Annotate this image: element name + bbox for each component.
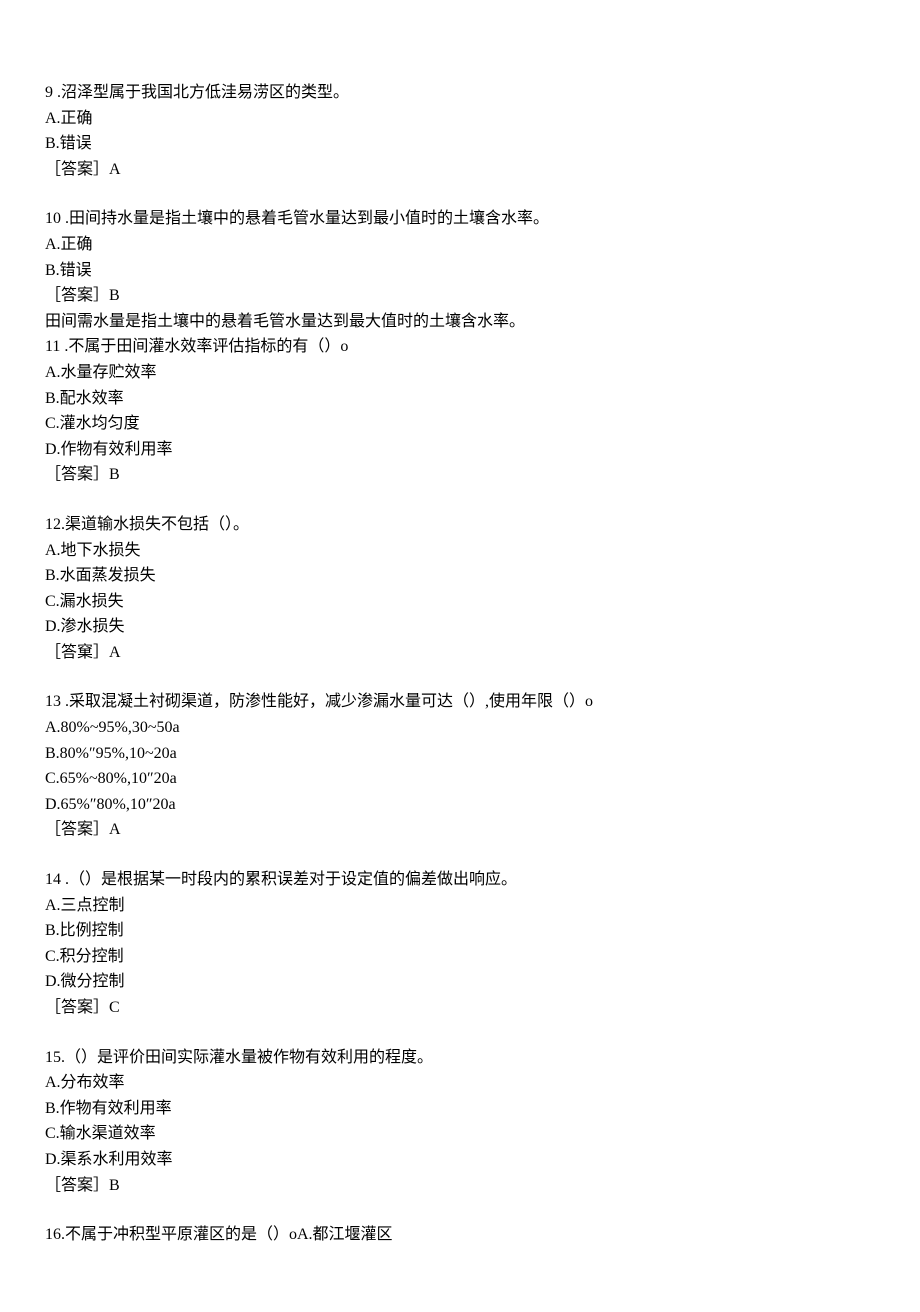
question-prompt: 11 .不属于田间灌水效率评估指标的有（）o xyxy=(45,334,875,360)
question-12: 12.渠道输水损失不包括（）。 A.地下水损失 B.水面蒸发损失 C.漏水损失 … xyxy=(45,512,875,666)
question-prompt: 15.（）是评价田间实际灌水量被作物有效利用的程度。 xyxy=(45,1045,875,1071)
question-option: A.正确 xyxy=(45,106,875,132)
question-prompt: 14 .（）是根据某一时段内的累积误差对于设定值的偏差做出响应。 xyxy=(45,867,875,893)
question-option: A.分布效率 xyxy=(45,1070,875,1096)
question-10: 10 .田间持水量是指土壤中的悬着毛管水量达到最小值时的土壤含水率。 A.正确 … xyxy=(45,206,875,334)
question-option: A.三点控制 xyxy=(45,893,875,919)
question-option: C.65%~80%,10″20a xyxy=(45,766,875,792)
question-11: 11 .不属于田间灌水效率评估指标的有（）o A.水量存贮效率 B.配水效率 C… xyxy=(45,334,875,488)
question-prompt: 9 .沼泽型属于我国北方低洼易涝区的类型。 xyxy=(45,80,875,106)
question-answer: ［答案］B xyxy=(45,462,875,488)
question-answer: ［答窠］A xyxy=(45,640,875,666)
question-answer: ［答案］A xyxy=(45,157,875,183)
question-option: C.输水渠道效率 xyxy=(45,1121,875,1147)
question-option: C.积分控制 xyxy=(45,944,875,970)
question-option: B.配水效率 xyxy=(45,386,875,412)
question-option: A.水量存贮效率 xyxy=(45,360,875,386)
question-option: A.80%~95%,30~50a xyxy=(45,715,875,741)
question-option: B.水面蒸发损失 xyxy=(45,563,875,589)
question-option: D.渠系水利用效率 xyxy=(45,1147,875,1173)
question-option: B.错误 xyxy=(45,258,875,284)
question-option: B.比例控制 xyxy=(45,918,875,944)
question-option: D.65%″80%,10″20a xyxy=(45,792,875,818)
question-14: 14 .（）是根据某一时段内的累积误差对于设定值的偏差做出响应。 A.三点控制 … xyxy=(45,867,875,1021)
question-option: D.微分控制 xyxy=(45,969,875,995)
question-option: B.作物有效利用率 xyxy=(45,1096,875,1122)
question-13: 13 .采取混凝土衬砌渠道，防渗性能好，减少渗漏水量可达（）,使用年限（）o A… xyxy=(45,689,875,843)
question-prompt: 12.渠道输水损失不包括（）。 xyxy=(45,512,875,538)
question-9: 9 .沼泽型属于我国北方低洼易涝区的类型。 A.正确 B.错误 ［答案］A xyxy=(45,80,875,182)
question-option: D.作物有效利用率 xyxy=(45,437,875,463)
question-prompt: 16.不属于冲积型平原灌区的是（）oA.都江堰灌区 xyxy=(45,1222,875,1248)
question-answer: ［答案］B xyxy=(45,283,875,309)
question-option: A.正确 xyxy=(45,232,875,258)
question-option: C.漏水损失 xyxy=(45,589,875,615)
question-answer: ［答案］C xyxy=(45,995,875,1021)
question-option: D.渗水损失 xyxy=(45,614,875,640)
question-option: B.80%″95%,10~20a xyxy=(45,741,875,767)
question-16: 16.不属于冲积型平原灌区的是（）oA.都江堰灌区 xyxy=(45,1222,875,1248)
question-answer: ［答案］A xyxy=(45,817,875,843)
question-explanation: 田间需水量是指土壤中的悬着毛管水量达到最大值时的土壤含水率。 xyxy=(45,309,875,335)
question-option: B.错误 xyxy=(45,131,875,157)
question-prompt: 10 .田间持水量是指土壤中的悬着毛管水量达到最小值时的土壤含水率。 xyxy=(45,206,875,232)
question-option: C.灌水均匀度 xyxy=(45,411,875,437)
question-option: A.地下水损失 xyxy=(45,538,875,564)
question-15: 15.（）是评价田间实际灌水量被作物有效利用的程度。 A.分布效率 B.作物有效… xyxy=(45,1045,875,1199)
question-answer: ［答案］B xyxy=(45,1173,875,1199)
question-prompt: 13 .采取混凝土衬砌渠道，防渗性能好，减少渗漏水量可达（）,使用年限（）o xyxy=(45,689,875,715)
